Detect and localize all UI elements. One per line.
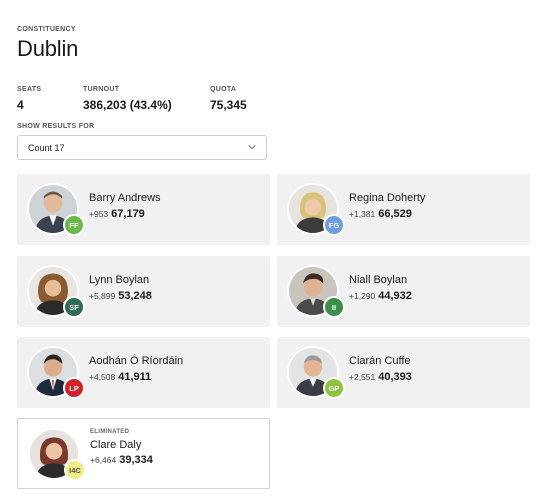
- candidate-name: Lynn Boylan: [89, 274, 150, 286]
- turnout-label: TURNOUT: [83, 86, 120, 93]
- candidate-photo: [27, 265, 79, 317]
- quota-stat: QUOTA 75,345: [210, 86, 247, 114]
- candidate-change: +2,551 40,393: [349, 371, 412, 383]
- candidate-card[interactable]: LP Aodhán Ó Ríordáin +4,508 41,911: [17, 337, 270, 408]
- party-badge: LP: [63, 377, 85, 399]
- vote-change: +1,381: [349, 209, 376, 219]
- vote-total: 53,248: [118, 290, 152, 302]
- turnout-stat: TURNOUT 386,203 (43.4%): [83, 86, 172, 114]
- party-badge: GP: [323, 377, 345, 399]
- vote-total: 67,179: [111, 208, 145, 220]
- vote-change: +6,464: [90, 455, 117, 465]
- vote-change: +4,508: [89, 372, 116, 382]
- seats-stat: SEATS 4: [17, 86, 41, 114]
- quota-value: 75,345: [210, 98, 247, 112]
- candidate-name: Clare Daly: [90, 439, 142, 451]
- seats-label: SEATS: [17, 86, 42, 93]
- show-results-label: SHOW RESULTS FOR: [17, 123, 95, 130]
- candidate-card[interactable]: FF Barry Andrews +953 67,179: [17, 174, 270, 245]
- candidate-card[interactable]: SF Lynn Boylan +5,899 53,248: [17, 256, 270, 327]
- candidate-change: +4,508 41,911: [89, 371, 151, 383]
- party-badge: SF: [63, 296, 85, 318]
- count-select-value: Count 17: [28, 142, 65, 153]
- candidate-name: Regina Doherty: [349, 192, 426, 204]
- candidate-name: Barry Andrews: [89, 192, 161, 204]
- candidate-change: +953 67,179: [89, 208, 145, 220]
- candidate-name: Aodhán Ó Ríordáin: [89, 355, 184, 367]
- constituency-name: Dublin: [17, 36, 79, 61]
- turnout-value: 386,203 (43.4%): [83, 98, 172, 112]
- candidate-change: +5,899 53,248: [89, 290, 152, 302]
- candidate-change: +6,464 39,334: [90, 454, 153, 466]
- vote-total: 40,393: [378, 371, 412, 383]
- candidate-name: Ciarán Cuffe: [349, 355, 411, 367]
- constituency-label: CONSTITUENCY: [17, 26, 76, 33]
- vote-total: 39,334: [119, 454, 153, 466]
- candidate-card-eliminated[interactable]: I4C ELIMINATED Clare Daly +6,464 39,334: [17, 418, 270, 489]
- chevron-down-icon: [248, 145, 256, 150]
- vote-total: 66,529: [378, 208, 412, 220]
- candidate-card[interactable]: II Niall Boylan +1,290 44,932: [277, 256, 530, 327]
- vote-change: +1,290: [349, 291, 376, 301]
- quota-label: QUOTA: [210, 86, 237, 93]
- eliminated-label: ELIMINATED: [90, 429, 130, 435]
- candidate-photo: [287, 265, 339, 317]
- candidate-name: Niall Boylan: [349, 274, 408, 286]
- vote-total: 41,911: [118, 371, 152, 383]
- seats-value: 4: [17, 98, 24, 112]
- candidate-card[interactable]: GP Ciarán Cuffe +2,551 40,393: [277, 337, 530, 408]
- candidate-change: +1,290 44,932: [349, 290, 412, 302]
- candidate-change: +1,381 66,529: [349, 208, 412, 220]
- count-select[interactable]: Count 17: [17, 135, 267, 160]
- vote-total: 44,932: [378, 290, 412, 302]
- party-badge: II: [323, 296, 345, 318]
- vote-change: +2,551: [349, 372, 376, 382]
- candidate-photo: [27, 183, 79, 235]
- candidate-photo: [287, 183, 339, 235]
- candidate-card[interactable]: FG Regina Doherty +1,381 66,529: [277, 174, 530, 245]
- party-badge: FF: [63, 214, 85, 236]
- party-badge: FG: [323, 214, 345, 236]
- vote-change: +953: [89, 209, 109, 219]
- vote-change: +5,899: [89, 291, 116, 301]
- party-badge: I4C: [64, 459, 86, 481]
